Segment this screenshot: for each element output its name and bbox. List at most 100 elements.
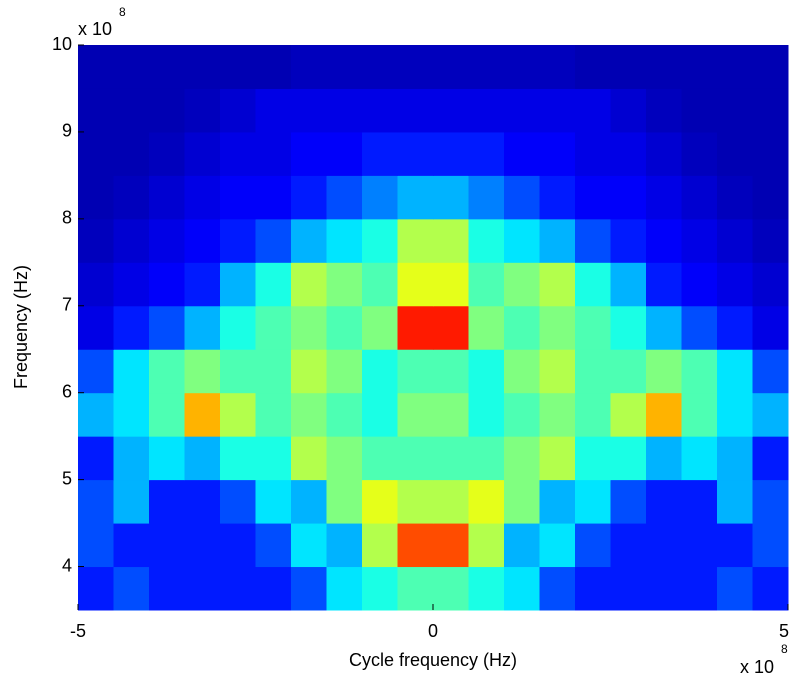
heatmap-cell: [78, 131, 114, 176]
heatmap-cell: [149, 349, 185, 394]
heatmap-cell: [610, 349, 647, 394]
x-exponent-base: x 10: [740, 657, 774, 677]
heatmap-cell: [433, 566, 469, 611]
heatmap-cell: [433, 392, 469, 437]
heatmap-cell: [539, 436, 576, 481]
heatmap-cell: [433, 175, 469, 220]
heatmap-cell: [291, 436, 327, 481]
heatmap-cell: [255, 436, 292, 481]
heatmap-cell: [504, 436, 540, 481]
heatmap-cell: [184, 349, 221, 394]
heatmap-cell: [326, 45, 363, 89]
heatmap-cell: [717, 88, 753, 133]
heatmap-cell: [255, 45, 292, 89]
heatmap-cell: [681, 349, 718, 394]
heatmap-cell: [610, 436, 647, 481]
heatmap-cell: [220, 305, 256, 350]
heatmap-cell: [113, 305, 150, 350]
heatmap-cell: [113, 131, 150, 176]
heatmap-cell: [220, 262, 256, 307]
heatmap-cell: [468, 392, 505, 437]
heatmap-cell: [220, 479, 256, 524]
heatmap-cell: [681, 262, 718, 307]
heatmap-cell: [504, 392, 540, 437]
heatmap-cell: [397, 392, 434, 437]
heatmap-cell: [149, 131, 185, 176]
heatmap-cell: [149, 392, 185, 437]
heatmap-cell: [610, 566, 647, 611]
heatmap-cell: [362, 436, 398, 481]
heatmap-cell: [184, 131, 221, 176]
heatmap-cell: [575, 436, 611, 481]
heatmap-cell: [184, 88, 221, 133]
heatmap-cell: [291, 349, 327, 394]
heatmap-cell: [255, 523, 292, 568]
heatmap-cell: [78, 349, 114, 394]
heatmap-cell: [504, 45, 540, 89]
plot-area: [78, 45, 789, 611]
heatmap-cell: [184, 218, 221, 263]
heatmap-cell: [610, 175, 647, 220]
heatmap-cell: [184, 523, 221, 568]
heatmap-cell: [255, 218, 292, 263]
heatmap-cell: [397, 349, 434, 394]
heatmap-cell: [255, 175, 292, 220]
heatmap-cell: [326, 175, 363, 220]
x-axis-label: Cycle frequency (Hz): [349, 650, 517, 670]
heatmap-cell: [717, 131, 753, 176]
heatmap-cell: [610, 479, 647, 524]
heatmap-cell: [255, 131, 292, 176]
heatmap-cell: [220, 175, 256, 220]
heatmap-cell: [752, 175, 789, 220]
heatmap-cell: [681, 436, 718, 481]
heatmap-cell: [113, 523, 150, 568]
heatmap-cell: [681, 392, 718, 437]
heatmap-cell: [291, 566, 327, 611]
heatmap-cell: [717, 218, 753, 263]
heatmap-cell: [752, 305, 789, 350]
heatmap-cell: [610, 262, 647, 307]
heatmap-cell: [575, 218, 611, 263]
heatmap-cell: [326, 131, 363, 176]
heatmap-cell: [326, 349, 363, 394]
heatmap-cell: [539, 218, 576, 263]
heatmap-cell: [397, 436, 434, 481]
heatmap-cell: [575, 566, 611, 611]
heatmap-cell: [326, 566, 363, 611]
heatmap-cell: [433, 218, 469, 263]
heatmap-cell: [539, 262, 576, 307]
heatmap-cell: [681, 218, 718, 263]
heatmap-cell: [575, 262, 611, 307]
heatmap-cell: [681, 88, 718, 133]
heatmap-cell: [291, 175, 327, 220]
heatmap-cell: [397, 523, 434, 568]
heatmap-cell: [610, 131, 647, 176]
heatmap-cell: [362, 479, 398, 524]
heatmap-cell: [291, 305, 327, 350]
heatmap-cell: [504, 88, 540, 133]
heatmap-cell: [362, 305, 398, 350]
heatmap-cell: [539, 392, 576, 437]
heatmap-cell: [433, 131, 469, 176]
heatmap-cell: [610, 218, 647, 263]
heatmap-cell: [610, 392, 647, 437]
y-tick-label: 4: [62, 555, 72, 575]
heatmap-cell: [433, 262, 469, 307]
heatmap-cell: [646, 218, 682, 263]
heatmap-cell: [575, 88, 611, 133]
heatmap-cell: [752, 218, 789, 263]
heatmap-cell: [149, 436, 185, 481]
heatmap-cell: [752, 479, 789, 524]
heatmap-cell: [113, 262, 150, 307]
heatmap-cell: [717, 479, 753, 524]
heatmap-cell: [291, 218, 327, 263]
heatmap-cell: [468, 523, 505, 568]
heatmap-cell: [220, 45, 256, 89]
heatmap-cell: [504, 175, 540, 220]
heatmap-cell: [575, 349, 611, 394]
heatmap-cell: [362, 131, 398, 176]
y-axis-label: Frequency (Hz): [11, 265, 31, 389]
heatmap-cell: [752, 566, 789, 611]
heatmap-cell: [752, 262, 789, 307]
